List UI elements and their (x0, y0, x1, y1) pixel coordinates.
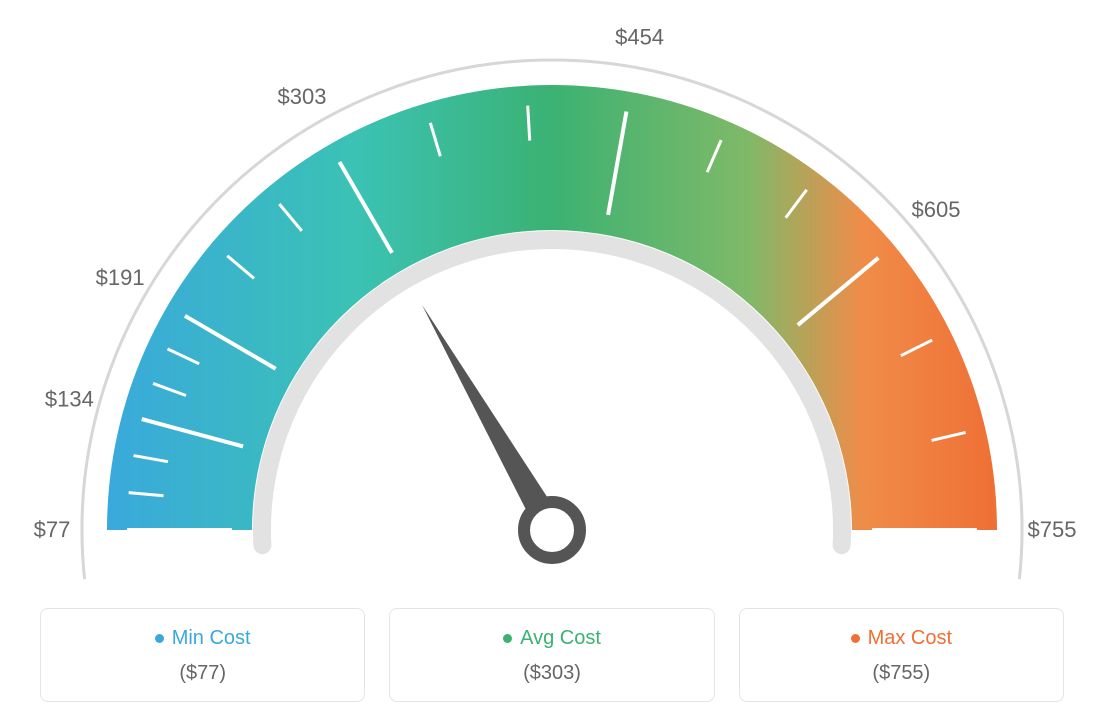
legend-title-text: Avg Cost (520, 627, 601, 650)
legend-value-avg: ($303) (400, 662, 703, 685)
legend-card-max: Max Cost ($755) (739, 608, 1064, 702)
gauge-tick-label: $77 (34, 517, 71, 542)
dot-icon (503, 634, 512, 643)
legend-value-min: ($77) (51, 662, 354, 685)
gauge-tick-label: $605 (912, 197, 961, 222)
legend-title-max: Max Cost (851, 627, 952, 650)
gauge-tick-label: $303 (278, 84, 327, 109)
gauge-tick-label: $134 (45, 386, 94, 411)
legend-title-min: Min Cost (155, 627, 251, 650)
legend-card-avg: Avg Cost ($303) (389, 608, 714, 702)
dot-icon (155, 634, 164, 643)
gauge-hub (524, 502, 580, 558)
gauge-svg: $77 $134 $191 $303 $454 $605 $755 (20, 20, 1084, 580)
legend-value-max: ($755) (750, 662, 1053, 685)
legend-title-text: Min Cost (172, 627, 251, 650)
legend-title-text: Max Cost (868, 627, 952, 650)
legend-row: Min Cost ($77) Avg Cost ($303) Max Cost … (20, 608, 1084, 702)
gauge-tick-label: $191 (96, 265, 145, 290)
cost-gauge-chart: $77 $134 $191 $303 $454 $605 $755 Min Cost ($7… (20, 20, 1084, 702)
dot-icon (851, 634, 860, 643)
gauge-tick-label: $755 (1028, 517, 1077, 542)
gauge-tick-label: $454 (615, 25, 664, 50)
legend-card-min: Min Cost ($77) (40, 608, 365, 702)
legend-title-avg: Avg Cost (503, 627, 601, 650)
